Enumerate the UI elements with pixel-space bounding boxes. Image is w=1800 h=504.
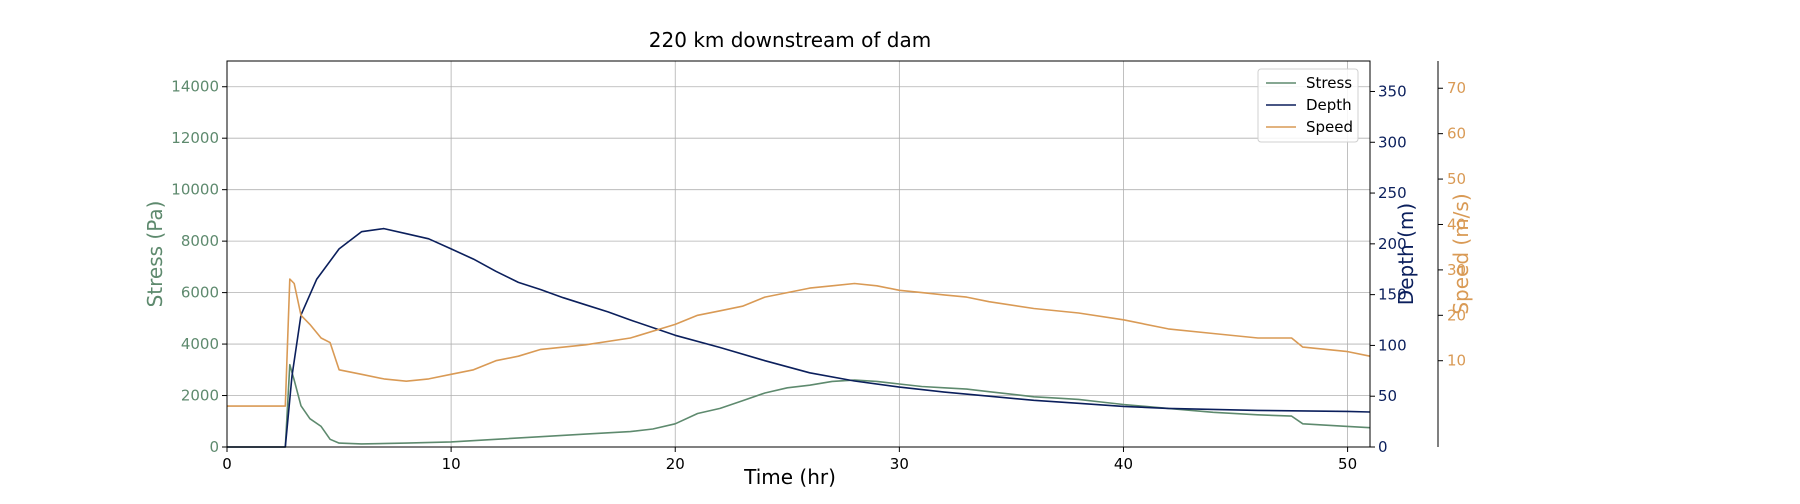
- x-tick-label: 10: [442, 455, 461, 473]
- speed-tick-label: 30: [1447, 261, 1466, 279]
- stress-tick-label: 2000: [181, 387, 219, 405]
- depth-tick-label: 300: [1378, 133, 1407, 151]
- plot-area: [227, 227, 1371, 448]
- legend: Stress Depth Speed: [1257, 68, 1359, 143]
- x-tick-label: 40: [1114, 455, 1133, 473]
- speed-tick-label: 10: [1447, 352, 1466, 370]
- depth-tick-label: 0: [1378, 438, 1388, 456]
- depth-tick-label: 200: [1378, 235, 1407, 253]
- stress-tick-label: 4000: [181, 335, 219, 353]
- speed-tick-label: 50: [1447, 170, 1466, 188]
- x-tick-label: 20: [666, 455, 685, 473]
- stress-tick-label: 6000: [181, 284, 219, 302]
- series-line-depth: [227, 227, 1371, 448]
- stress-tick-label: 12000: [171, 129, 219, 147]
- speed-tick-label: 60: [1447, 125, 1466, 143]
- depth-tick-label: 250: [1378, 184, 1407, 202]
- speed-axis-label: Speed (m/s): [1449, 193, 1473, 314]
- chart-title: 220 km downstream of dam: [649, 28, 931, 52]
- legend-label: Depth: [1306, 96, 1352, 114]
- x-axis-label: Time (hr): [743, 465, 836, 489]
- depth-axis-label: Depth (m): [1394, 203, 1418, 305]
- depth-tick-label: 50: [1378, 387, 1397, 405]
- depth-tick-label: 150: [1378, 286, 1407, 304]
- speed-tick-label: 20: [1447, 306, 1466, 324]
- speed-tick-label: 70: [1447, 79, 1466, 97]
- depth-tick-label: 350: [1378, 82, 1407, 100]
- stress-tick-label: 14000: [171, 78, 219, 96]
- stress-tick-label: 0: [209, 438, 219, 456]
- x-tick-label: 50: [1338, 455, 1357, 473]
- axes: 0 10 20 30 40 5002000400060008000100001200014…: [171, 60, 1466, 473]
- series-line-speed: [227, 278, 1371, 407]
- depth-tick-label: 100: [1378, 336, 1407, 354]
- x-tick-label: 30: [890, 455, 909, 473]
- stress-tick-label: 8000: [181, 232, 219, 250]
- legend-label: Speed: [1306, 118, 1353, 136]
- speed-tick-label: 40: [1447, 215, 1466, 233]
- legend-label: Stress: [1306, 74, 1352, 92]
- plot-frame: [226, 60, 1371, 448]
- stress-axis-label: Stress (Pa): [143, 201, 167, 308]
- legend-box: [1257, 68, 1359, 143]
- stress-tick-label: 10000: [171, 181, 219, 199]
- series-line-stress: [227, 363, 1371, 448]
- x-tick-label: 0: [222, 455, 232, 473]
